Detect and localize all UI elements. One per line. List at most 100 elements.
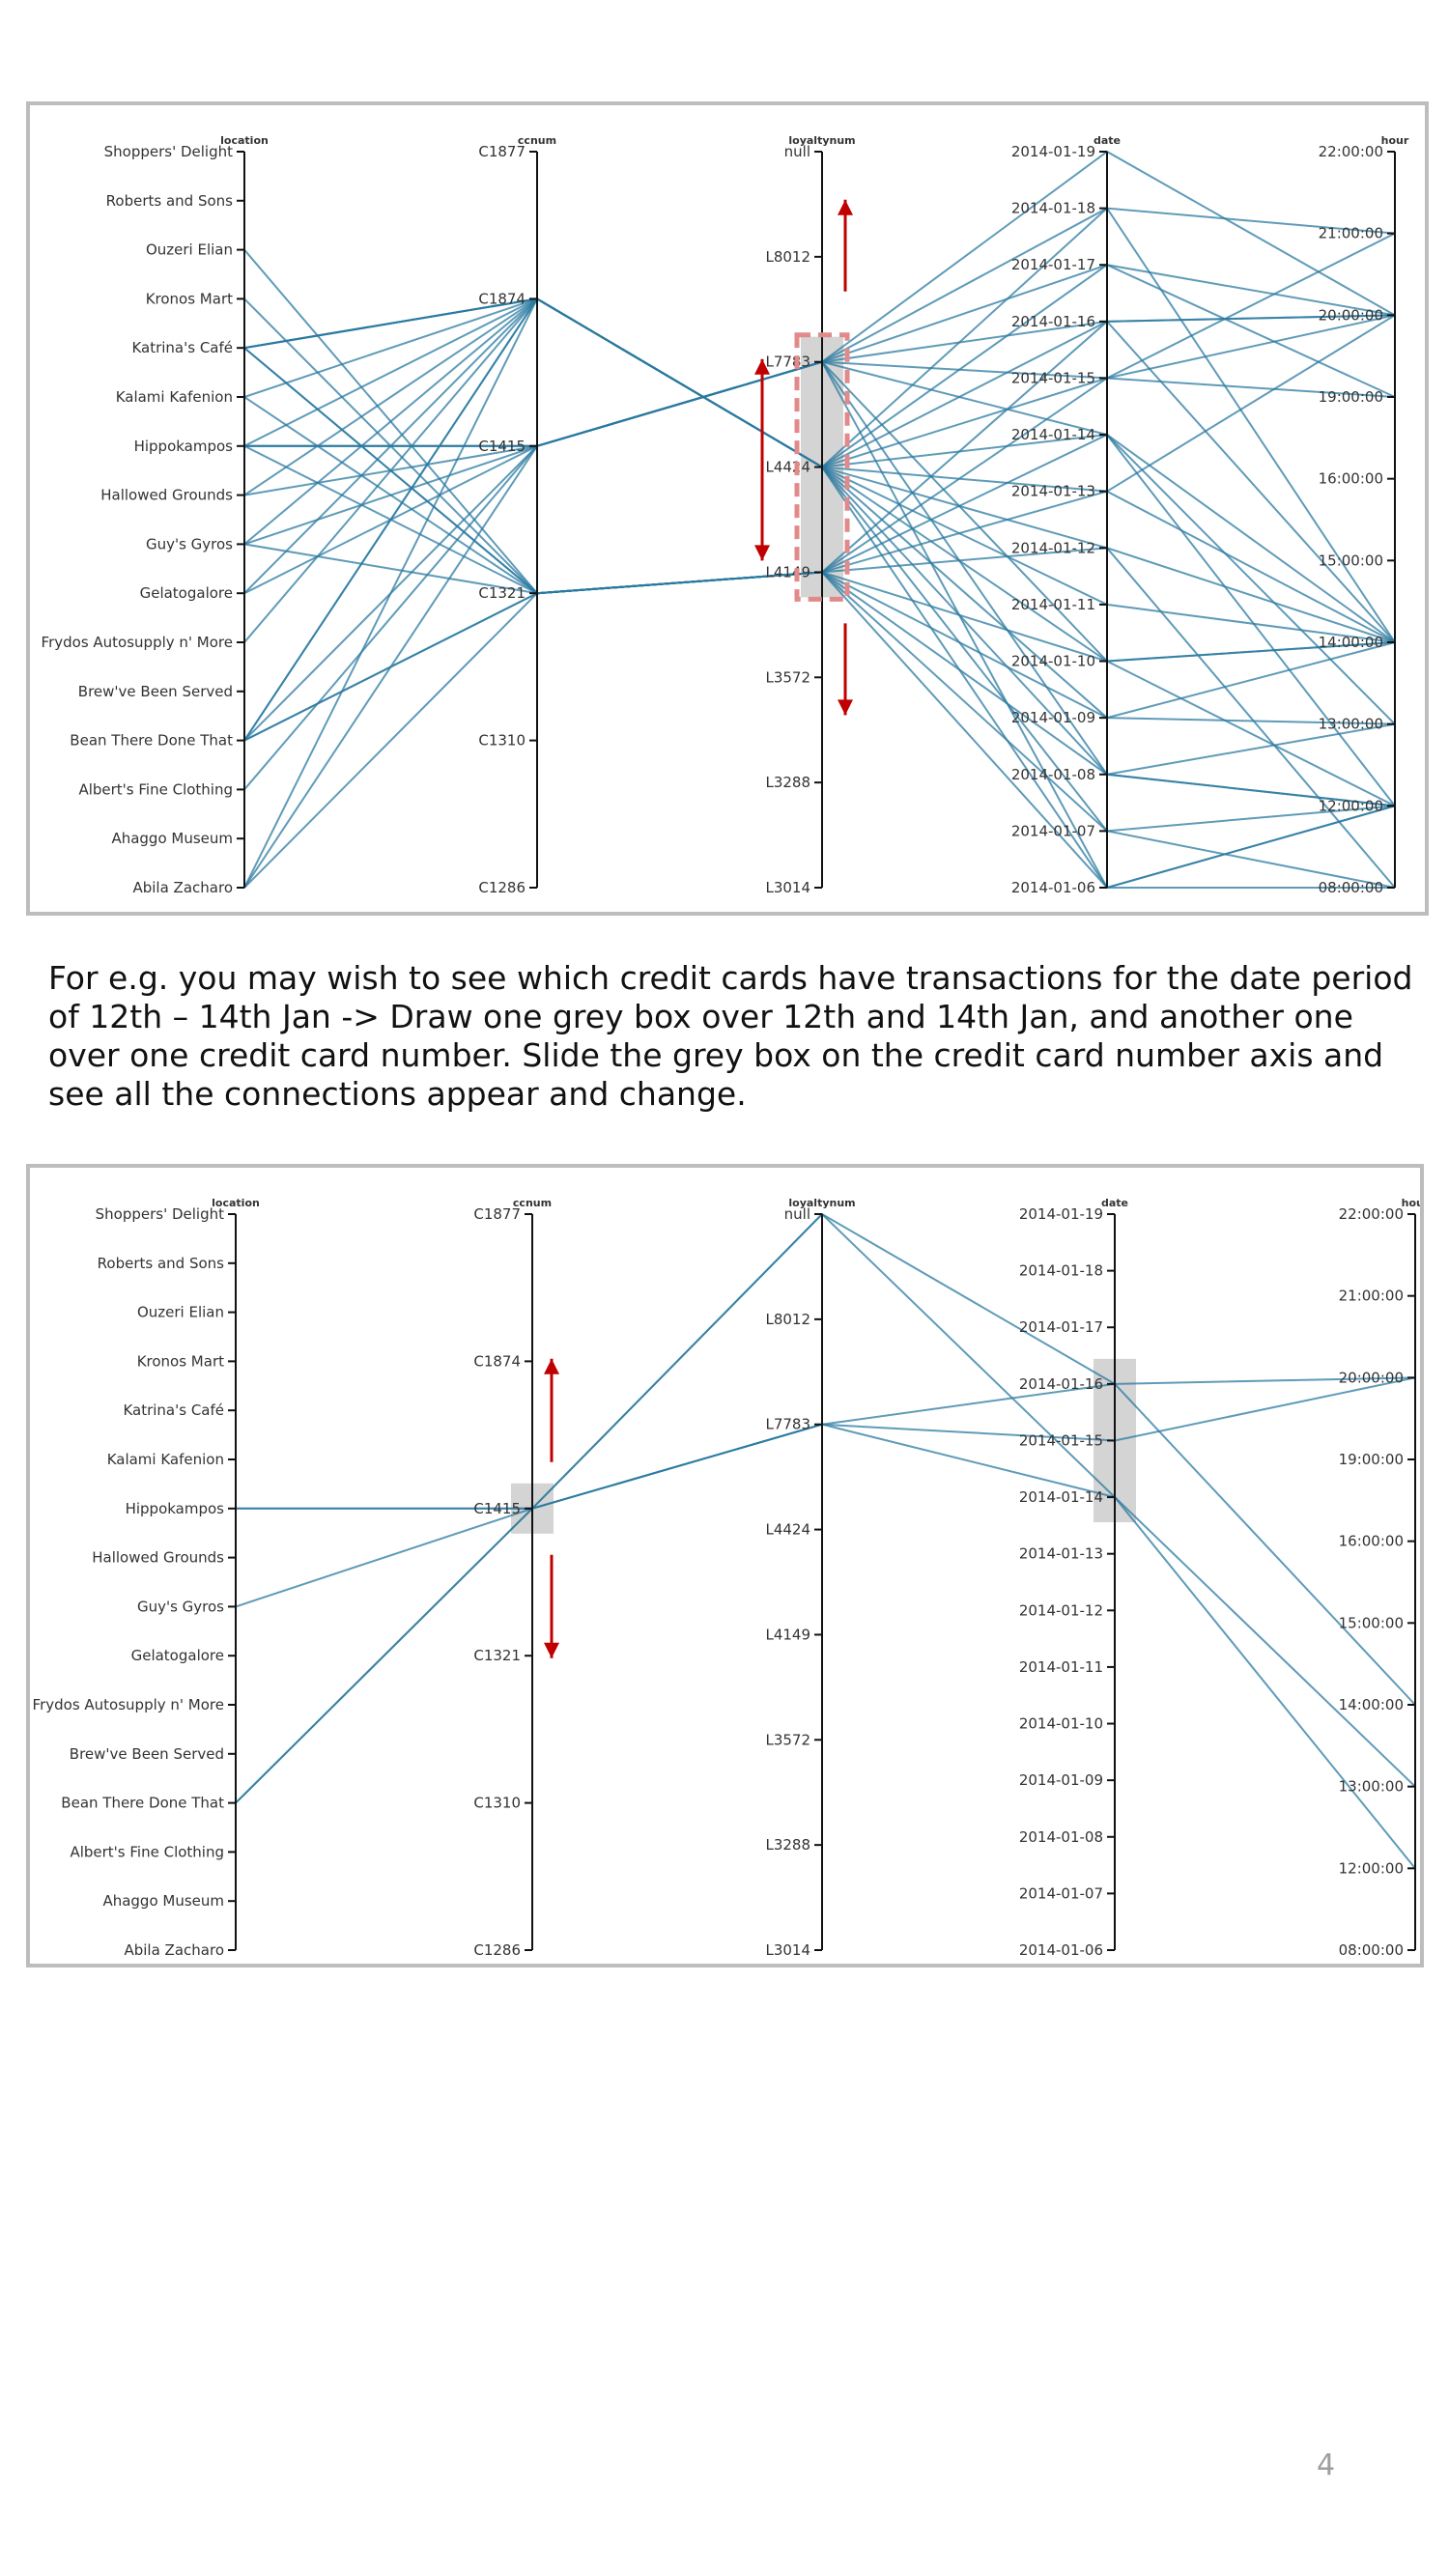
tick-label-l3014: L3014 xyxy=(765,879,810,896)
tick-label-2014-01-19: 2014-01-19 xyxy=(1011,143,1095,160)
axis-title-ccnum: ccnum xyxy=(513,1197,552,1209)
tick-label-2014-01-18: 2014-01-18 xyxy=(1011,200,1095,217)
tick-label-l8012: L8012 xyxy=(765,248,810,266)
tick-label-abila-zacharo: Abila Zacharo xyxy=(132,879,233,896)
tick-label-2014-01-10: 2014-01-10 xyxy=(1019,1715,1103,1733)
tick-label-13-00-00: 13:00:00 xyxy=(1319,716,1383,733)
tick-label-19-00-00: 19:00:00 xyxy=(1339,1451,1404,1468)
tick-label-20-00-00: 20:00:00 xyxy=(1319,306,1383,324)
tick-label-2014-01-10: 2014-01-10 xyxy=(1011,653,1095,670)
tick-label-roberts-and-sons: Roberts and Sons xyxy=(106,192,234,210)
tick-label-14-00-00: 14:00:00 xyxy=(1339,1696,1404,1713)
tick-label-l4149: L4149 xyxy=(765,1626,810,1643)
tick-label-hippokampos: Hippokampos xyxy=(126,1500,225,1517)
tick-label-2014-01-16: 2014-01-16 xyxy=(1011,313,1095,330)
axis-title-location: location xyxy=(212,1197,260,1209)
tick-label-c1286: C1286 xyxy=(478,879,526,896)
tick-label-2014-01-15: 2014-01-15 xyxy=(1011,369,1095,386)
tick-label-l3014: L3014 xyxy=(765,1941,810,1959)
tick-label-c1310: C1310 xyxy=(473,1795,521,1812)
axis-title-loyaltynum: loyaltynum xyxy=(788,1197,855,1209)
tick-label-22-00-00: 22:00:00 xyxy=(1319,143,1383,160)
tick-label-15-00-00: 15:00:00 xyxy=(1319,552,1383,569)
tick-label-shoppers-delight: Shoppers' Delight xyxy=(104,143,233,160)
arrow-double-head xyxy=(754,358,770,375)
tick-label-frydos-autosupply-n-more: Frydos Autosupply n' More xyxy=(42,634,233,651)
arrow-up-head xyxy=(544,1358,559,1374)
tick-label-gelatogalore: Gelatogalore xyxy=(131,1647,224,1664)
tick-label-albert-s-fine-clothing: Albert's Fine Clothing xyxy=(78,780,233,798)
tick-label-abila-zacharo: Abila Zacharo xyxy=(124,1941,224,1959)
tick-label-katrina-s-caf: Katrina's Café xyxy=(131,339,233,356)
data-line-1 xyxy=(235,1376,1416,1608)
tick-label-gelatogalore: Gelatogalore xyxy=(140,584,233,602)
tick-label-2014-01-07: 2014-01-07 xyxy=(1011,822,1095,839)
tick-label-guy-s-gyros: Guy's Gyros xyxy=(146,535,233,552)
tick-label-l3288: L3288 xyxy=(765,1836,810,1854)
tick-label-l7783: L7783 xyxy=(765,1416,810,1433)
tick-label-2014-01-19: 2014-01-19 xyxy=(1019,1205,1103,1223)
tick-label-08-00-00: 08:00:00 xyxy=(1319,879,1383,896)
tick-label-2014-01-12: 2014-01-12 xyxy=(1011,539,1095,556)
tick-label-hallowed-grounds: Hallowed Grounds xyxy=(100,487,233,504)
axis-title-date: date xyxy=(1101,1197,1128,1209)
tick-label-2014-01-18: 2014-01-18 xyxy=(1019,1262,1103,1280)
tick-label-21-00-00: 21:00:00 xyxy=(1319,225,1383,242)
tick-label-15-00-00: 15:00:00 xyxy=(1339,1614,1404,1631)
tick-label-ahaggo-museum: Ahaggo Museum xyxy=(102,1892,224,1910)
tick-label-l7783: L7783 xyxy=(765,354,810,371)
tick-label-2014-01-11: 2014-01-11 xyxy=(1019,1658,1103,1676)
tick-label-null: null xyxy=(784,143,810,160)
polyline-layer xyxy=(235,1212,1416,1869)
tick-label-kalami-kafenion: Kalami Kafenion xyxy=(107,1451,224,1468)
tick-label-c1877: C1877 xyxy=(478,143,526,160)
tick-label-c1321: C1321 xyxy=(478,584,526,602)
tick-label-l3288: L3288 xyxy=(765,774,810,791)
tick-label-12-00-00: 12:00:00 xyxy=(1339,1859,1404,1877)
parallel-coordinates-chart-top: location Shoppers' Delight Roberts and Son… xyxy=(26,101,1429,916)
tick-label-kalami-kafenion: Kalami Kafenion xyxy=(116,388,233,406)
tick-label-l3572: L3572 xyxy=(765,668,810,686)
tick-label-kronos-mart: Kronos Mart xyxy=(146,290,233,307)
tick-label-c1874: C1874 xyxy=(473,1352,521,1370)
tick-label-shoppers-delight: Shoppers' Delight xyxy=(96,1205,224,1223)
tick-label-hippokampos: Hippokampos xyxy=(134,438,234,455)
axis-title-hour: hour xyxy=(1381,134,1409,147)
tick-label-l3572: L3572 xyxy=(765,1731,810,1748)
tick-label-c1310: C1310 xyxy=(478,732,526,750)
arrow-down-head xyxy=(544,1642,559,1658)
tick-label-brew-ve-been-served: Brew've Been Served xyxy=(70,1745,224,1763)
tick-label-l8012: L8012 xyxy=(765,1311,810,1328)
tick-label-bean-there-done-that: Bean There Done That xyxy=(61,1795,224,1812)
tick-label-2014-01-13: 2014-01-13 xyxy=(1011,483,1095,500)
tick-label-2014-01-12: 2014-01-12 xyxy=(1019,1601,1103,1619)
tick-label-bean-there-done-that: Bean There Done That xyxy=(70,732,233,750)
data-line-4 xyxy=(235,1212,1416,1869)
tick-label-hallowed-grounds: Hallowed Grounds xyxy=(92,1549,224,1567)
tick-label-c1286: C1286 xyxy=(473,1941,521,1959)
tick-label-14-00-00: 14:00:00 xyxy=(1319,634,1383,651)
tick-label-22-00-00: 22:00:00 xyxy=(1339,1205,1404,1223)
tick-label-l4149: L4149 xyxy=(765,563,810,580)
tick-label-12-00-00: 12:00:00 xyxy=(1319,797,1383,814)
tick-label-ouzeri-elian: Ouzeri Elian xyxy=(137,1304,224,1321)
tick-label-13-00-00: 13:00:00 xyxy=(1339,1778,1404,1796)
tick-label-c1321: C1321 xyxy=(473,1647,521,1664)
arrow-up-head xyxy=(838,199,853,215)
tick-label-frydos-autosupply-n-more: Frydos Autosupply n' More xyxy=(33,1696,224,1713)
tick-label-l4424: L4424 xyxy=(765,1521,810,1539)
axis-title-location: location xyxy=(220,134,269,147)
tick-label-ahaggo-museum: Ahaggo Museum xyxy=(111,830,233,847)
axis-title-loyaltynum: loyaltynum xyxy=(788,134,855,147)
tick-label-c1877: C1877 xyxy=(473,1205,521,1223)
tick-label-08-00-00: 08:00:00 xyxy=(1339,1941,1404,1959)
tick-label-2014-01-08: 2014-01-08 xyxy=(1019,1828,1103,1846)
tick-label-kronos-mart: Kronos Mart xyxy=(137,1352,224,1370)
tick-label-21-00-00: 21:00:00 xyxy=(1339,1288,1404,1305)
tick-label-2014-01-16: 2014-01-16 xyxy=(1019,1375,1103,1393)
tick-label-2014-01-08: 2014-01-08 xyxy=(1011,766,1095,783)
arrow-double-head xyxy=(754,545,770,561)
